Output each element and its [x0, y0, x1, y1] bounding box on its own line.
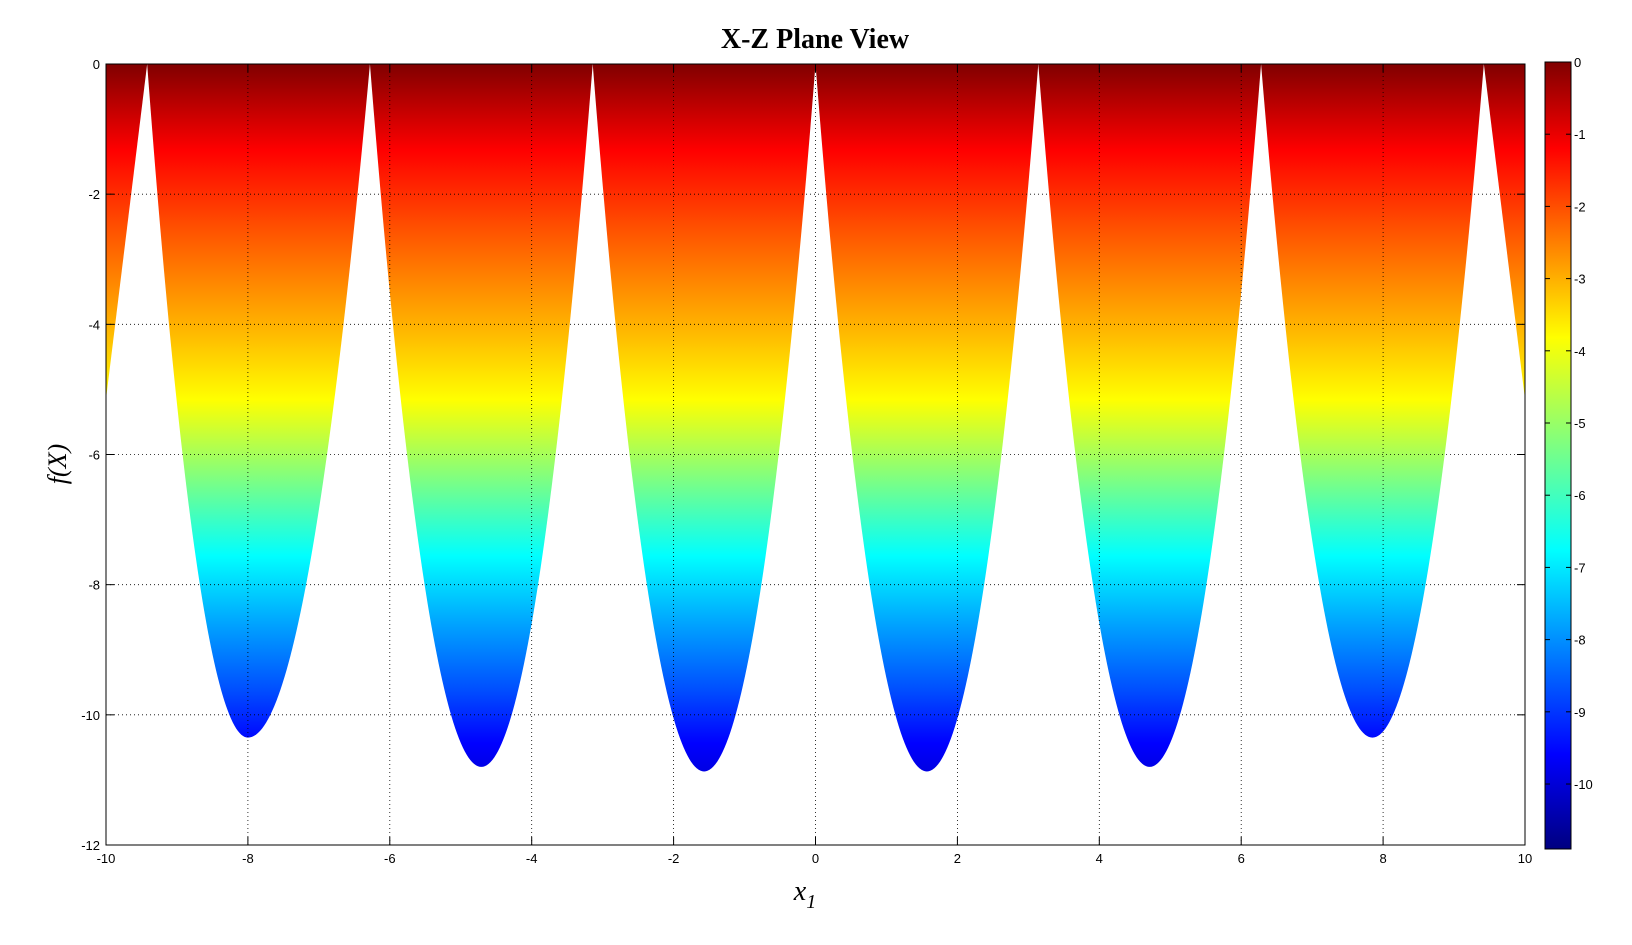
chart-title: X-Z Plane View	[721, 24, 910, 55]
x-tick-label: -4	[526, 851, 538, 866]
colorbar-tick-label: -9	[1574, 705, 1586, 720]
lobe-5	[1038, 64, 1262, 767]
colorbar-tick-label: -5	[1574, 416, 1586, 431]
y-axis-label: f(X)	[43, 444, 72, 484]
edge-lobe-2	[1483, 64, 1525, 400]
colorbar-tick-label: -7	[1574, 560, 1586, 575]
y-tick-label: -4	[88, 317, 100, 332]
lobe-2	[369, 64, 593, 767]
x-tick-label: 8	[1379, 851, 1386, 866]
lobe-1	[147, 64, 370, 738]
y-axis: 0 -2 -4 -6 -8 -10 -12	[81, 57, 1525, 853]
x-tick-label: -6	[384, 851, 396, 866]
lobe-3	[592, 64, 816, 772]
y-tick-label: -6	[88, 448, 100, 463]
x-tick-label: -10	[97, 851, 116, 866]
x-tick-label: 0	[812, 851, 819, 866]
colorbar-tick-label: -8	[1574, 633, 1586, 648]
x-tick-label: 4	[1096, 851, 1103, 866]
y-tick-label: -12	[81, 838, 100, 853]
colorbar-tick-label: -2	[1574, 199, 1586, 214]
colorbar-tick-label: 0	[1574, 55, 1581, 70]
colorbar-tick-label: -10	[1574, 777, 1593, 792]
lobe-4	[815, 64, 1039, 772]
colorbar	[1544, 61, 1572, 850]
colorbar-tick-label: -1	[1574, 127, 1586, 142]
colorbar-tick-label: -6	[1574, 488, 1586, 503]
x-tick-label: 6	[1238, 851, 1245, 866]
x-axis-label-subscript: 1	[806, 891, 816, 913]
colorbar-ticks: 0 -1 -2 -3 -4 -5 -6 -7 -8 -9 -10	[1545, 55, 1593, 792]
x-axis: -10 -8 -6 -4 -2 0 2 4 6 8 10	[97, 64, 1532, 866]
x-tick-label: 10	[1518, 851, 1532, 866]
edge-lobe-1	[106, 64, 148, 400]
y-tick-label: -8	[88, 578, 100, 593]
x-tick-label: -2	[668, 851, 680, 866]
x-tick-label: -8	[242, 851, 254, 866]
colorbar-tick-label: -3	[1574, 272, 1586, 287]
y-tick-label: 0	[93, 57, 100, 72]
y-tick-label: -2	[88, 187, 100, 202]
colorbar-tick-label: -4	[1574, 344, 1586, 359]
x-tick-label: 2	[954, 851, 961, 866]
grid	[106, 64, 1525, 845]
x-axis-label: x1	[793, 876, 816, 913]
filled-region	[106, 64, 1525, 772]
y-tick-label: -10	[81, 708, 100, 723]
lobe-6	[1261, 64, 1484, 738]
